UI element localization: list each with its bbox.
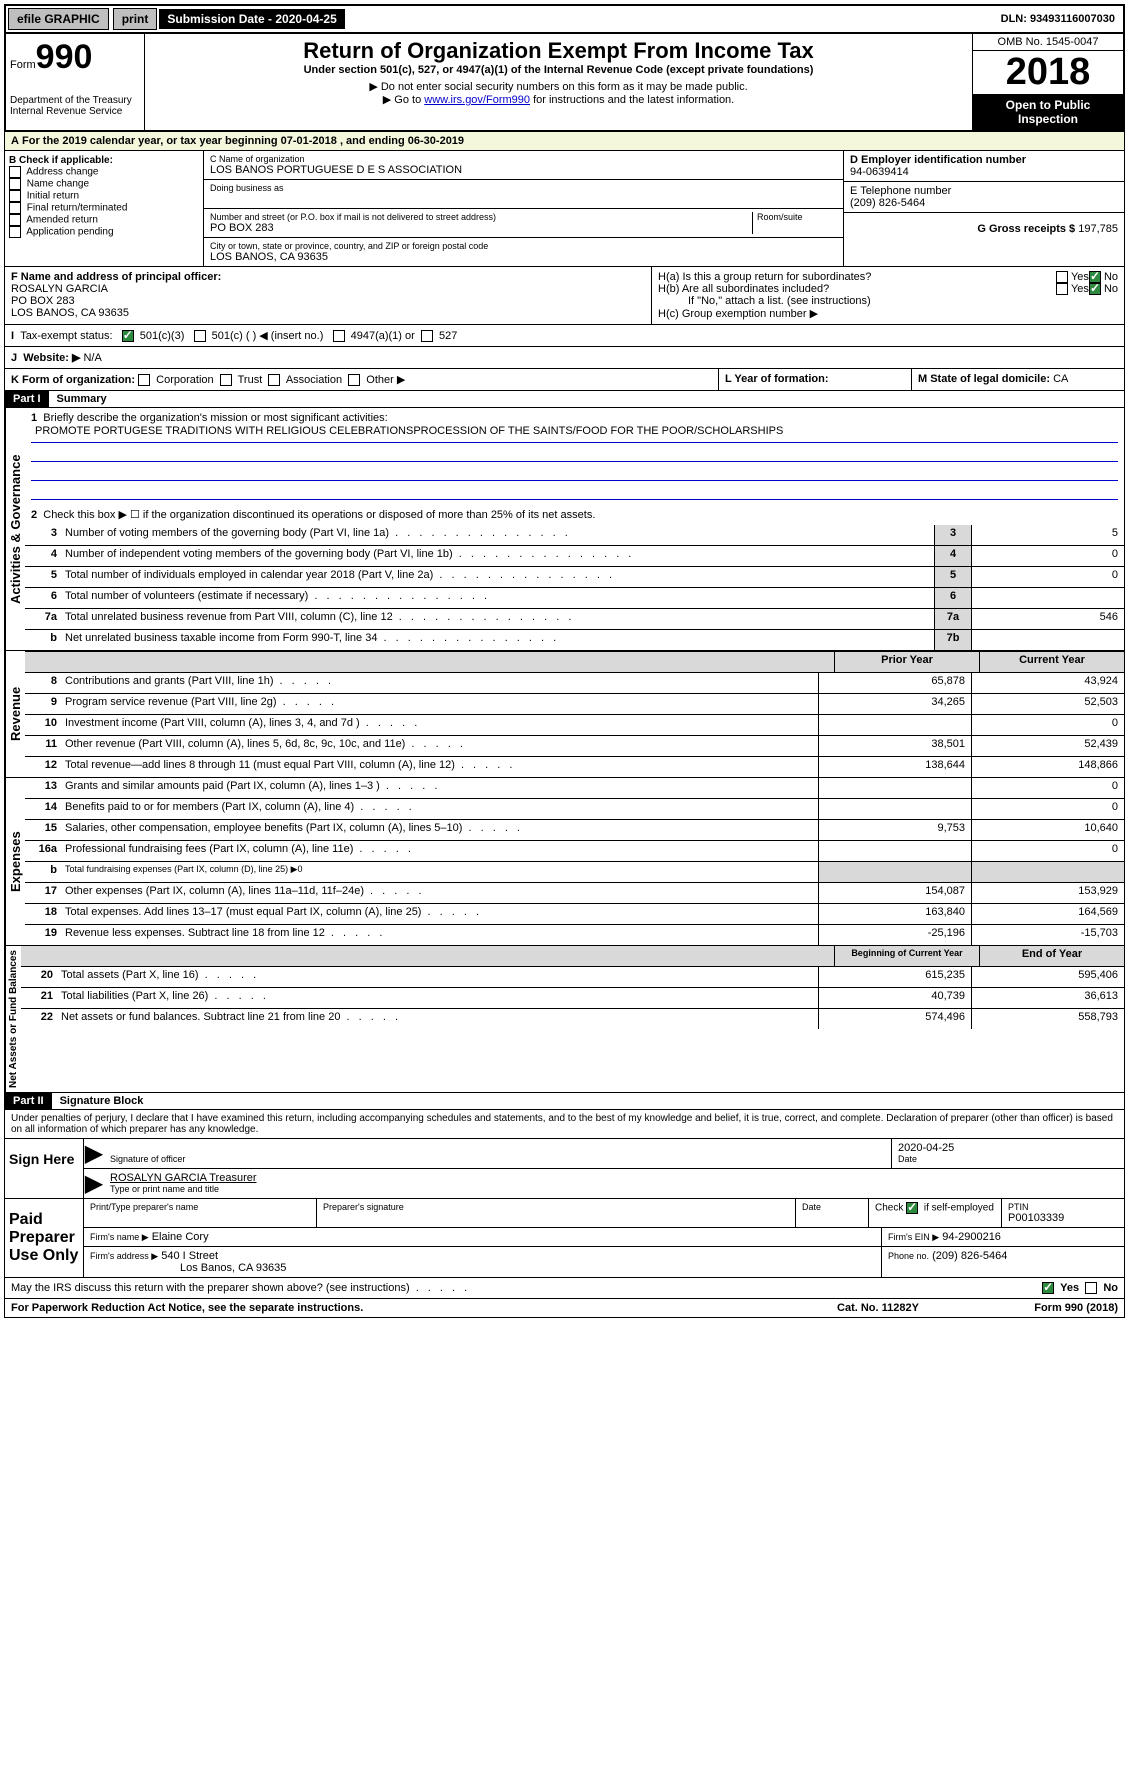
table-row: 13Grants and similar amounts paid (Part … <box>25 778 1124 799</box>
net-assets-section: Net Assets or Fund Balances Beginning of… <box>4 946 1125 1093</box>
table-row: 7aTotal unrelated business revenue from … <box>25 609 1124 630</box>
tax-year: 2018 <box>973 51 1123 94</box>
table-row: 21Total liabilities (Part X, line 26)40,… <box>21 988 1124 1009</box>
check-apply-checkbox[interactable] <box>9 202 21 214</box>
form-org-checkbox[interactable] <box>348 374 360 386</box>
check-apply-checkbox[interactable] <box>9 178 21 190</box>
mission-text: PROMOTE PORTUGESE TRADITIONS WITH RELIGI… <box>31 424 1118 443</box>
dln-label: DLN: 93493116007030 <box>993 10 1123 28</box>
table-row: bTotal fundraising expenses (Part IX, co… <box>25 862 1124 883</box>
tax-year-line: A For the 2019 calendar year, or tax yea… <box>4 132 1125 151</box>
501c-checkbox[interactable] <box>194 330 206 342</box>
check-apply-checkbox[interactable] <box>9 166 21 178</box>
state-domicile: CA <box>1053 373 1068 385</box>
form-number: 990 <box>36 38 93 76</box>
open-public-badge: Open to Public Inspection <box>973 94 1123 130</box>
table-row: 15Salaries, other compensation, employee… <box>25 820 1124 841</box>
table-row: bNet unrelated business taxable income f… <box>25 630 1124 650</box>
table-row: 16aProfessional fundraising fees (Part I… <box>25 841 1124 862</box>
paid-preparer-section: Paid Preparer Use Only Print/Type prepar… <box>4 1199 1125 1278</box>
527-checkbox[interactable] <box>421 330 433 342</box>
org-name: LOS BANOS PORTUGUESE D E S ASSOCIATION <box>210 164 837 176</box>
table-row: 4Number of independent voting members of… <box>25 546 1124 567</box>
firm-phone: (209) 826-5464 <box>932 1250 1007 1262</box>
main-title: Return of Organization Exempt From Incom… <box>149 38 968 64</box>
part2-header: Part II Signature Block <box>4 1093 1125 1110</box>
form990-link[interactable]: www.irs.gov/Form990 <box>424 94 530 106</box>
form-org-checkbox[interactable] <box>268 374 280 386</box>
self-employed-checkbox[interactable] <box>906 1202 918 1214</box>
top-bar: efile GRAPHIC print Submission Date - 20… <box>4 4 1125 34</box>
org-city: LOS BANOS, CA 93635 <box>210 251 837 263</box>
table-row: 12Total revenue—add lines 8 through 11 (… <box>25 757 1124 777</box>
table-row: 20Total assets (Part X, line 16)615,2355… <box>21 967 1124 988</box>
ptin-value: P00103339 <box>1008 1212 1118 1224</box>
section-b: B Check if applicable: Address change Na… <box>5 151 204 266</box>
firm-name: Elaine Cory <box>152 1231 209 1243</box>
submission-date-label: Submission Date - 2020-04-25 <box>159 9 344 29</box>
hb-no-checkbox[interactable] <box>1089 283 1101 295</box>
revenue-section: Revenue Prior Year Current Year 8Contrib… <box>4 651 1125 778</box>
part1-header: Part I Summary <box>4 391 1125 408</box>
phone-value: (209) 826-5464 <box>850 197 1118 209</box>
hb-yes-checkbox[interactable] <box>1056 283 1068 295</box>
officer-name-title: ROSALYN GARCIA Treasurer <box>110 1172 1118 1184</box>
gross-receipts: 197,785 <box>1078 223 1118 235</box>
ha-yes-checkbox[interactable] <box>1056 271 1068 283</box>
ein-value: 94-0639414 <box>850 166 1118 178</box>
table-row: 19Revenue less expenses. Subtract line 1… <box>25 925 1124 945</box>
section-d-e-g: D Employer identification number 94-0639… <box>843 151 1124 266</box>
activities-governance: Activities & Governance 1 Briefly descri… <box>4 408 1125 651</box>
footer: For Paperwork Reduction Act Notice, see … <box>4 1299 1125 1318</box>
website-value: N/A <box>83 352 101 364</box>
sign-here-section: Sign Here ▶ Signature of officer 2020-04… <box>4 1139 1125 1199</box>
section-c: C Name of organization LOS BANOS PORTUGU… <box>204 151 843 266</box>
firm-ein: 94-2900216 <box>942 1231 1001 1243</box>
table-row: 18Total expenses. Add lines 13–17 (must … <box>25 904 1124 925</box>
officer-name: ROSALYN GARCIA <box>11 283 108 295</box>
sign-date: 2020-04-25 <box>898 1142 1118 1154</box>
print-button[interactable]: print <box>113 8 158 30</box>
table-row: 6Total number of volunteers (estimate if… <box>25 588 1124 609</box>
4947-checkbox[interactable] <box>333 330 345 342</box>
table-row: 22Net assets or fund balances. Subtract … <box>21 1009 1124 1029</box>
subtitle: Under section 501(c), 527, or 4947(a)(1)… <box>149 64 968 76</box>
form-header: Form990 Department of the Treasury Inter… <box>4 34 1125 132</box>
form-org-checkbox[interactable] <box>138 374 150 386</box>
expenses-section: Expenses 13Grants and similar amounts pa… <box>4 778 1125 946</box>
table-row: 10Investment income (Part VIII, column (… <box>25 715 1124 736</box>
check-apply-checkbox[interactable] <box>9 190 21 202</box>
org-address: PO BOX 283 <box>210 222 752 234</box>
form-label: Form <box>10 59 36 71</box>
table-row: 8Contributions and grants (Part VIII, li… <box>25 673 1124 694</box>
table-row: 11Other revenue (Part VIII, column (A), … <box>25 736 1124 757</box>
efile-button[interactable]: efile GRAPHIC <box>8 8 109 30</box>
firm-address: 540 I Street <box>161 1250 218 1262</box>
irs-discuss-row: May the IRS discuss this return with the… <box>4 1278 1125 1299</box>
501c3-checkbox[interactable] <box>122 330 134 342</box>
table-row: 14Benefits paid to or for members (Part … <box>25 799 1124 820</box>
check-apply-checkbox[interactable] <box>9 214 21 226</box>
row-i: I Tax-exempt status: 501(c)(3) 501(c) ( … <box>4 325 1125 347</box>
dept-label: Department of the Treasury Internal Reve… <box>10 95 140 117</box>
info-grid: B Check if applicable: Address change Na… <box>4 151 1125 267</box>
form-org-checkbox[interactable] <box>220 374 232 386</box>
perjury-statement: Under penalties of perjury, I declare th… <box>4 1110 1125 1139</box>
note-ssn: ▶ Do not enter social security numbers o… <box>149 80 968 93</box>
discuss-no-checkbox[interactable] <box>1085 1282 1097 1294</box>
section-f-h: F Name and address of principal officer:… <box>4 267 1125 325</box>
table-row: 17Other expenses (Part IX, column (A), l… <box>25 883 1124 904</box>
table-row: 5Total number of individuals employed in… <box>25 567 1124 588</box>
check-apply-checkbox[interactable] <box>9 226 21 238</box>
table-row: 9Program service revenue (Part VIII, lin… <box>25 694 1124 715</box>
row-k: K Form of organization: Corporation Trus… <box>4 369 1125 391</box>
note-link-row: ▶ Go to www.irs.gov/Form990 for instruct… <box>149 93 968 106</box>
row-j: J Website: ▶ N/A <box>4 347 1125 369</box>
omb-number: OMB No. 1545-0047 <box>973 34 1123 51</box>
discuss-yes-checkbox[interactable] <box>1042 1282 1054 1294</box>
table-row: 3Number of voting members of the governi… <box>25 525 1124 546</box>
